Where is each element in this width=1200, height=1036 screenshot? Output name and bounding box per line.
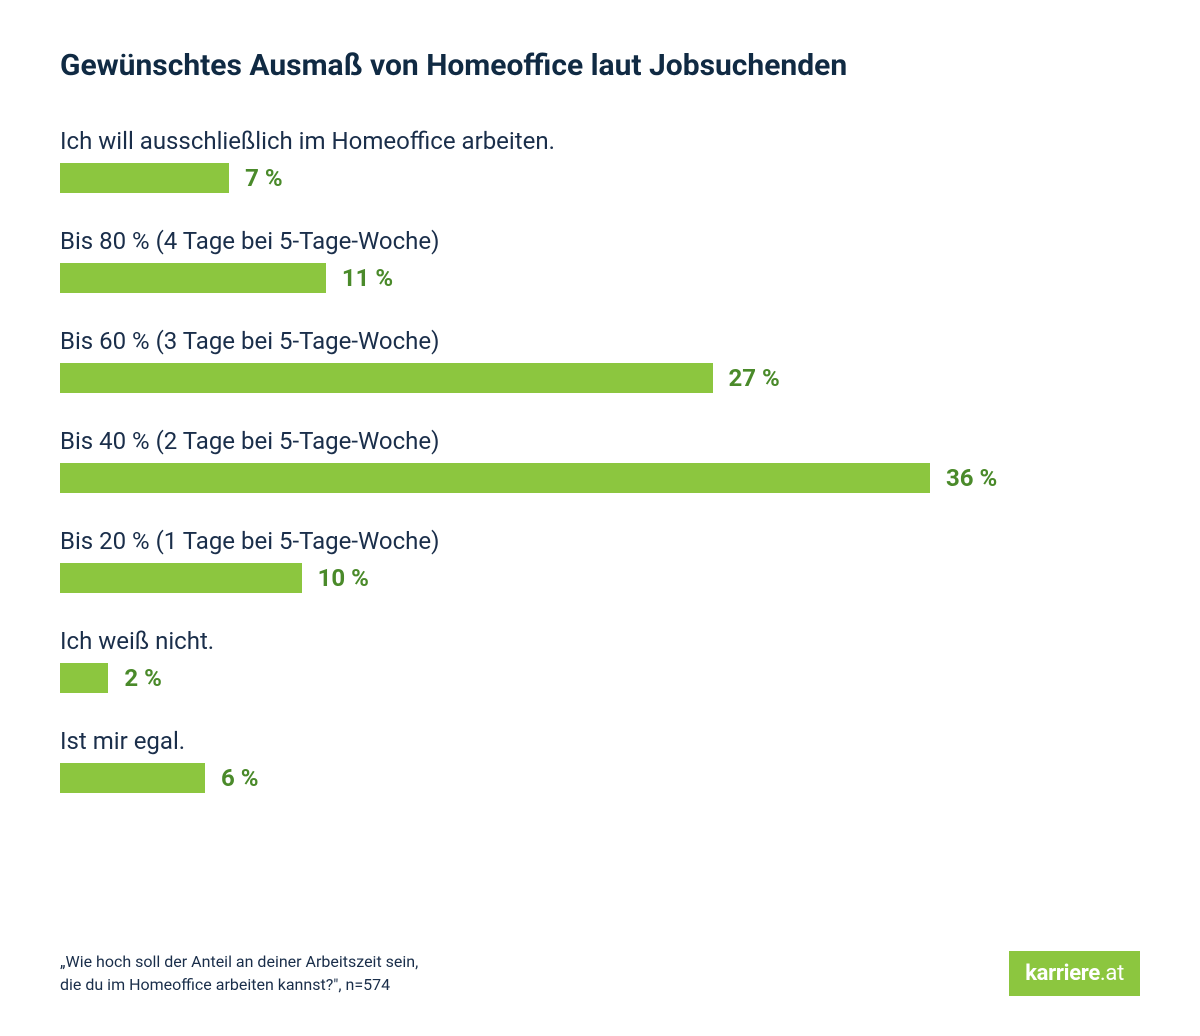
bar-label: Bis 20 % (1 Tage bei 5-Tage-Woche) xyxy=(60,527,1140,555)
chart-title: Gewünschtes Ausmaß von Homeoffice laut J… xyxy=(60,48,1140,83)
bar-row: 10 % xyxy=(60,563,1140,593)
bar-value: 2 % xyxy=(124,664,161,692)
bar xyxy=(60,363,713,393)
bar-label: Ist mir egal. xyxy=(60,727,1140,755)
footnote-line-1: „Wie hoch soll der Anteil an deiner Arbe… xyxy=(60,951,418,973)
logo-text-light: .at xyxy=(1100,961,1124,986)
bar-item: Bis 40 % (2 Tage bei 5-Tage-Woche) 36 % xyxy=(60,427,1140,493)
bar-item: Bis 60 % (3 Tage bei 5-Tage-Woche) 27 % xyxy=(60,327,1140,393)
bar-row: 27 % xyxy=(60,363,1140,393)
bar-value: 6 % xyxy=(221,764,258,792)
bar-row: 36 % xyxy=(60,463,1140,493)
bar-label: Ich weiß nicht. xyxy=(60,627,1140,655)
bar-item: Ist mir egal. 6 % xyxy=(60,727,1140,793)
bar-item: Ich will ausschließlich im Homeoffice ar… xyxy=(60,127,1140,193)
bar-label: Ich will ausschließlich im Homeoffice ar… xyxy=(60,127,1140,155)
bar-label: Bis 40 % (2 Tage bei 5-Tage-Woche) xyxy=(60,427,1140,455)
bar-row: 7 % xyxy=(60,163,1140,193)
bar xyxy=(60,763,205,793)
footnote: „Wie hoch soll der Anteil an deiner Arbe… xyxy=(60,951,418,996)
bar xyxy=(60,563,302,593)
bar-value: 11 % xyxy=(342,264,393,292)
bar-value: 36 % xyxy=(946,464,997,492)
logo-karriere-at: karriere.at xyxy=(1009,951,1140,996)
footer: „Wie hoch soll der Anteil an deiner Arbe… xyxy=(60,951,1140,996)
bar-row: 6 % xyxy=(60,763,1140,793)
bar-item: Bis 80 % (4 Tage bei 5-Tage-Woche) 11 % xyxy=(60,227,1140,293)
bar xyxy=(60,663,108,693)
bar-item: Bis 20 % (1 Tage bei 5-Tage-Woche) 10 % xyxy=(60,527,1140,593)
bar xyxy=(60,263,326,293)
bar-row: 2 % xyxy=(60,663,1140,693)
bar xyxy=(60,163,229,193)
footnote-line-2: die du im Homeoffice arbeiten kannst?", … xyxy=(60,974,418,996)
bar-label: Bis 80 % (4 Tage bei 5-Tage-Woche) xyxy=(60,227,1140,255)
logo-text-bold: karriere xyxy=(1025,961,1100,986)
bar-value: 27 % xyxy=(729,364,780,392)
bar-chart: Ich will ausschließlich im Homeoffice ar… xyxy=(60,127,1140,793)
bar-value: 7 % xyxy=(245,164,282,192)
bar-label: Bis 60 % (3 Tage bei 5-Tage-Woche) xyxy=(60,327,1140,355)
bar-row: 11 % xyxy=(60,263,1140,293)
bar xyxy=(60,463,930,493)
bar-item: Ich weiß nicht. 2 % xyxy=(60,627,1140,693)
bar-value: 10 % xyxy=(318,564,369,592)
